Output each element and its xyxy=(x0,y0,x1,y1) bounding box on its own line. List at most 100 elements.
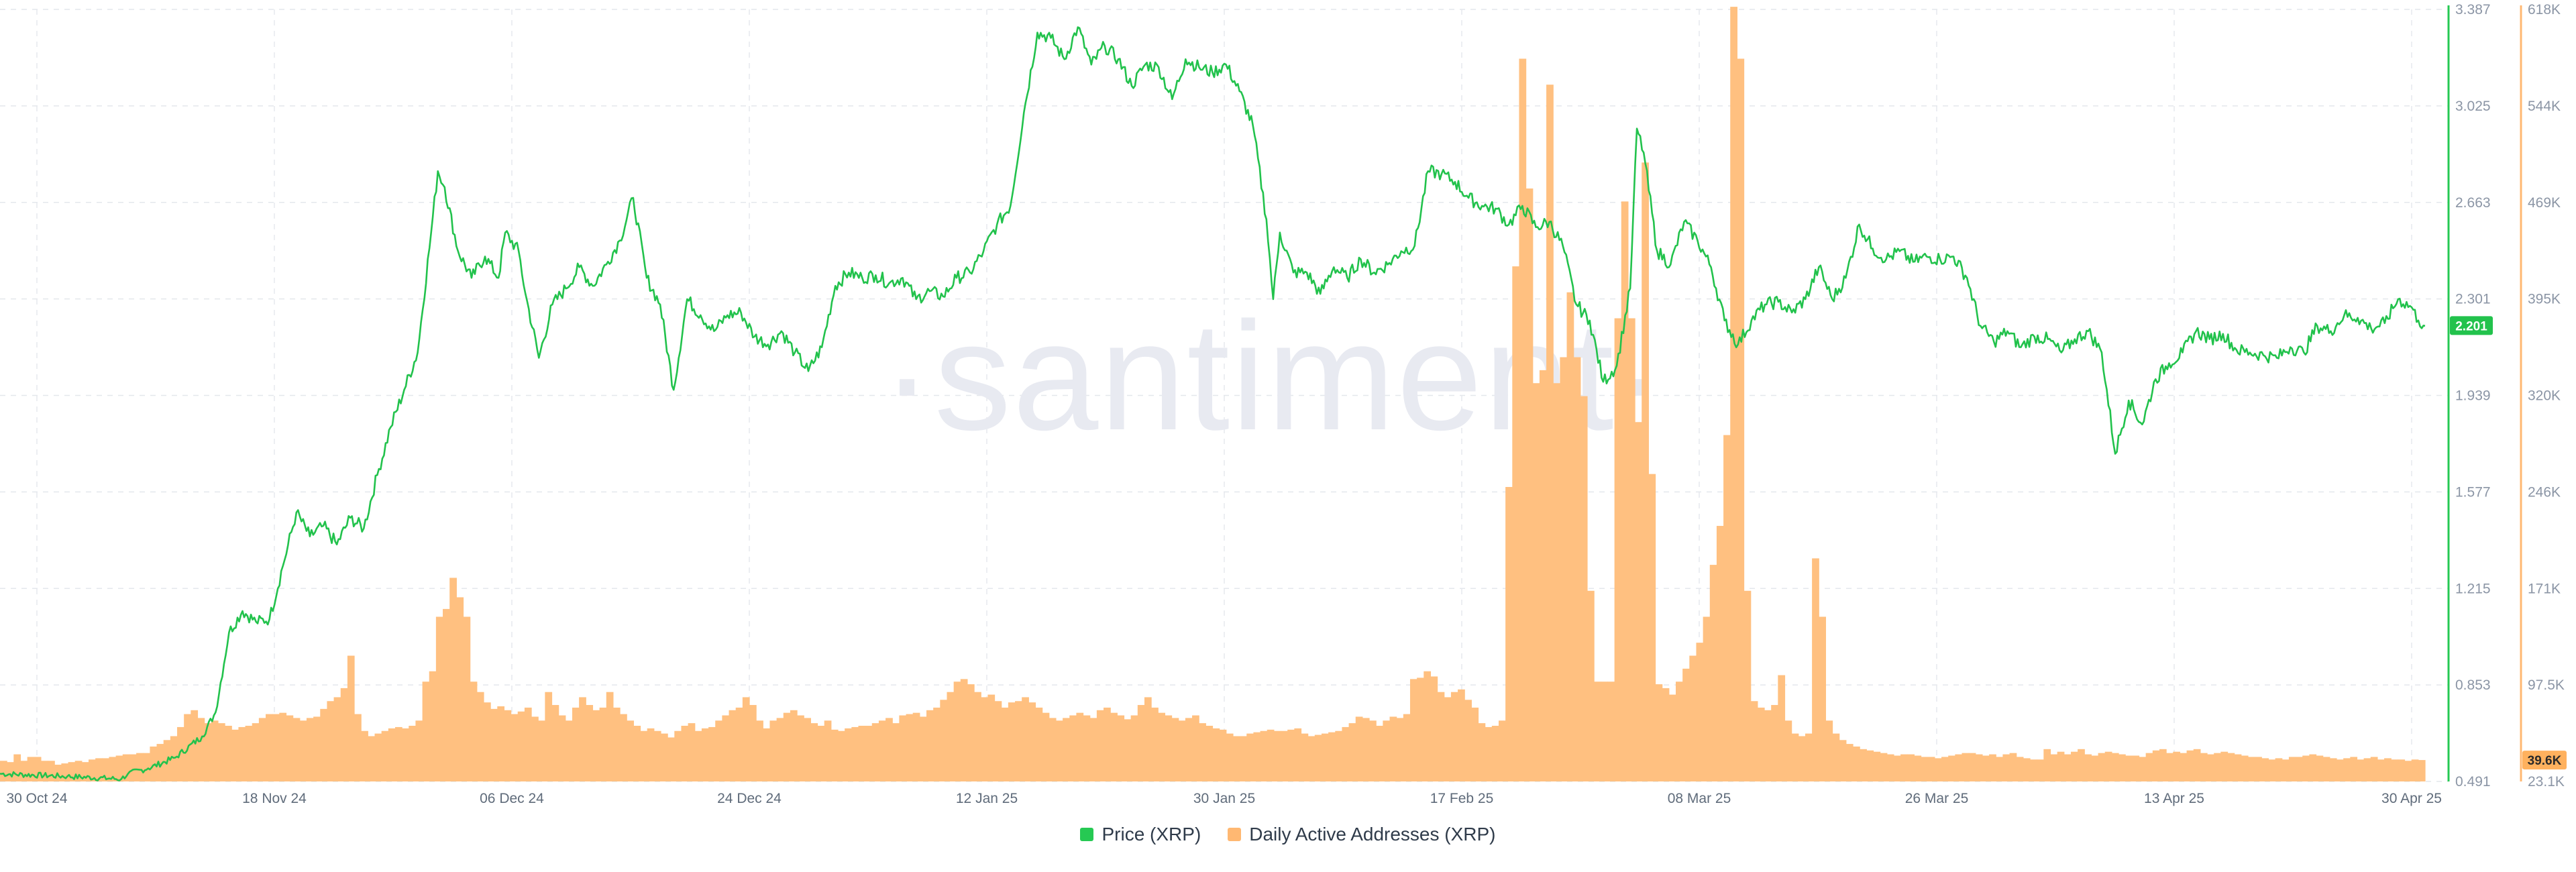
daa-bar xyxy=(2166,753,2174,781)
daa-bar xyxy=(633,726,641,781)
daa-bar xyxy=(211,720,219,781)
daa-bar xyxy=(1464,700,1472,781)
daa-bar xyxy=(1587,590,1595,781)
daa-bar xyxy=(1601,682,1609,781)
daa-bar xyxy=(1934,758,1942,781)
daa-bar xyxy=(1784,720,1792,781)
daa-bar xyxy=(1860,749,1867,781)
daa-bar xyxy=(1566,292,1574,781)
daa-bar xyxy=(48,761,55,781)
daa-bar xyxy=(551,705,559,781)
daa-bar xyxy=(2234,754,2242,781)
daa-bar xyxy=(258,718,266,781)
daa-bar xyxy=(252,723,260,781)
daa-bar xyxy=(1035,707,1043,781)
daa-bar xyxy=(667,737,675,781)
daa-bar xyxy=(225,726,232,781)
daa-bar xyxy=(592,710,600,781)
daa-bar xyxy=(1389,716,1397,781)
daa-bar xyxy=(1008,702,1016,781)
daa-bar xyxy=(769,720,777,781)
price-swatch-icon xyxy=(1080,828,1094,841)
daa-bar xyxy=(1886,754,1894,781)
daa-bar xyxy=(279,712,287,781)
x-tick-label: 26 Mar 25 xyxy=(1905,791,1969,806)
daa-bar xyxy=(1825,720,1833,781)
daa-bar xyxy=(722,715,730,781)
daa-bar xyxy=(1321,733,1329,781)
daa-bar xyxy=(1287,729,1295,781)
daa-bar xyxy=(2186,750,2194,781)
daa-bar xyxy=(1682,668,1690,781)
price-line-group xyxy=(0,26,2426,781)
daa-bar xyxy=(1812,558,1819,781)
daa-bar xyxy=(81,762,89,781)
daa-bar xyxy=(1478,723,1486,781)
daa-bar xyxy=(653,730,661,781)
daa-bar xyxy=(1737,58,1745,781)
daa-bar xyxy=(1076,712,1084,781)
daa-bar xyxy=(1553,383,1560,781)
daa-bar xyxy=(122,754,130,781)
daa-bar xyxy=(511,714,519,781)
daa-bar xyxy=(1907,754,1915,781)
daa-bar xyxy=(1424,671,1432,781)
daa-bar xyxy=(2357,759,2365,781)
daa-bar xyxy=(1955,754,1963,781)
daa-bar xyxy=(647,728,655,781)
daa-bar xyxy=(13,754,21,781)
legend-item-price[interactable]: Price (XRP) xyxy=(1080,824,1201,845)
daa-bar xyxy=(463,616,471,781)
daa-bar xyxy=(810,723,818,781)
daa-bar xyxy=(394,726,402,781)
daa-bar xyxy=(1642,162,1649,782)
x-tick-label: 13 Apr 25 xyxy=(2144,791,2204,806)
daa-tick-label: 618K xyxy=(2528,2,2561,17)
daa-bar xyxy=(1232,736,1240,781)
price-tick-label: 0.853 xyxy=(2455,677,2491,693)
legend-item-daa[interactable]: Daily Active Addresses (XRP) xyxy=(1228,824,1496,845)
daa-tick-label: 469K xyxy=(2528,195,2561,211)
daa-bar xyxy=(545,692,553,781)
daa-bar xyxy=(368,736,376,781)
daa-bar xyxy=(606,692,614,781)
daa-tick-label: 395K xyxy=(2528,292,2561,307)
daa-bar xyxy=(1921,757,1929,781)
daa-bar xyxy=(912,712,920,781)
daa-bar xyxy=(1689,655,1697,781)
daa-bar xyxy=(797,715,804,781)
daa-bar xyxy=(987,694,996,781)
daa-badge-label: 39.6K xyxy=(2528,754,2562,768)
daa-bar xyxy=(1723,435,1731,781)
daa-bar xyxy=(2207,754,2214,781)
daa-bar xyxy=(2098,753,2106,781)
daa-bar xyxy=(1430,676,1438,781)
daa-bar xyxy=(415,720,423,781)
daa-bar xyxy=(435,616,443,781)
daa-bar xyxy=(1655,684,1663,781)
daa-bar xyxy=(586,705,594,781)
daa-bar xyxy=(191,710,199,781)
daa-bar xyxy=(1104,707,1111,781)
daa-bar xyxy=(2050,754,2058,781)
daa-bar xyxy=(306,718,314,781)
daa-bar xyxy=(1498,720,1506,781)
daa-bar xyxy=(579,697,586,781)
legend-label-daa: Daily Active Addresses (XRP) xyxy=(1249,824,1496,844)
daa-bar xyxy=(443,608,450,781)
daa-bar xyxy=(756,720,763,781)
daa-bar xyxy=(1757,707,1765,781)
price-tick-label: 2.301 xyxy=(2455,292,2491,307)
daa-bar xyxy=(1839,740,1847,781)
daa-bar xyxy=(1709,565,1717,781)
price-tick-label: 3.387 xyxy=(2455,2,2491,17)
daa-bar xyxy=(2418,760,2426,781)
daa-bar xyxy=(830,729,839,781)
daa-bar xyxy=(1253,732,1261,781)
daa-bar xyxy=(1281,730,1288,781)
daa-bar xyxy=(1307,736,1316,781)
daa-bar xyxy=(333,697,341,781)
daa-bar xyxy=(354,714,362,781)
daa-bar xyxy=(2030,759,2037,781)
daa-bar xyxy=(783,712,791,781)
